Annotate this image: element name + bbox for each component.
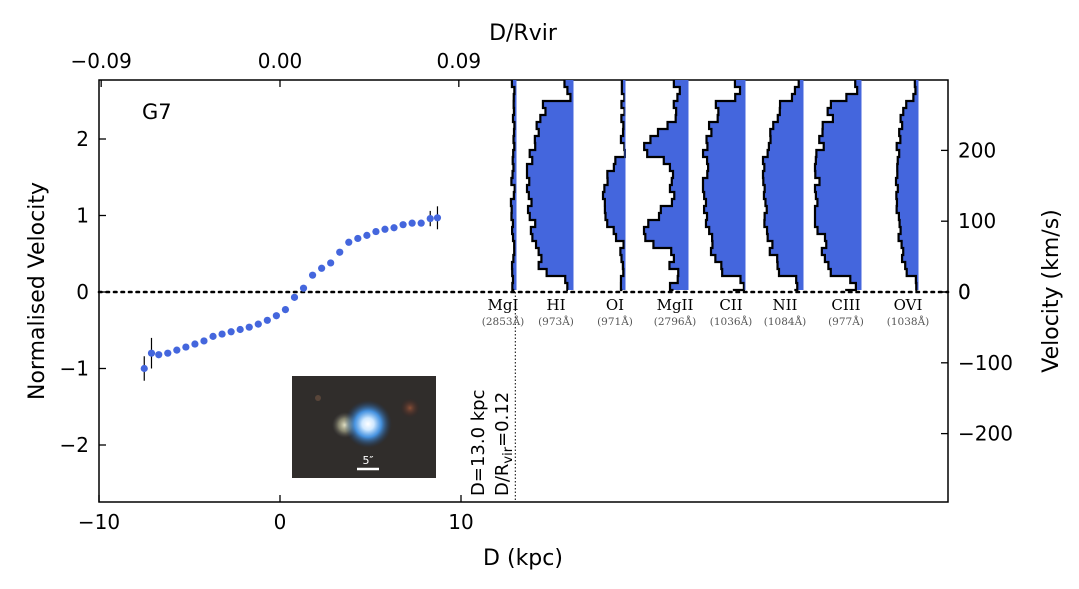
data-point <box>345 238 353 246</box>
top-x-axis-label: D/Rvir <box>489 21 558 46</box>
ion-label: NII <box>773 296 798 314</box>
right-y-tick-label: −100 <box>958 351 1013 375</box>
absorption-profile-outline <box>761 80 800 292</box>
y-tick-label: 1 <box>76 204 89 228</box>
data-point <box>308 271 317 279</box>
absorption-profile-outline <box>525 80 572 292</box>
data-point <box>336 248 344 256</box>
absorption-profile-fill <box>703 80 745 290</box>
absorption-profile-outline <box>813 80 859 292</box>
ion-wavelength-label: (971Å) <box>597 314 633 328</box>
data-point <box>299 284 308 292</box>
data-point <box>408 219 416 227</box>
data-point <box>363 231 371 239</box>
data-point <box>191 340 199 348</box>
data-point <box>140 364 148 373</box>
ion-label: CIII <box>831 296 860 314</box>
data-point <box>272 312 280 320</box>
x-tick-label: 10 <box>448 510 473 534</box>
right-y-tick-label: 200 <box>958 138 996 162</box>
absorption-profile-outline <box>509 80 516 292</box>
data-point <box>327 259 335 267</box>
data-point <box>263 316 271 324</box>
data-point <box>218 330 226 338</box>
data-points <box>140 206 442 381</box>
ion-labels: MgI(2853Å) HI(973Å) OI(971Å) MgII(2796Å) CII… <box>482 296 930 328</box>
data-point <box>182 343 190 351</box>
distance-rvir-label: D/Rvir=0.12 <box>492 392 516 496</box>
top-x-tick-label: −0.09 <box>71 49 132 73</box>
data-point <box>173 346 181 354</box>
ion-wavelength-label: (1084Å) <box>764 314 807 328</box>
absorption-profile-outline <box>701 80 746 292</box>
data-point <box>200 337 208 345</box>
right-y-tick-label: 0 <box>958 280 971 304</box>
absorption-profile-fill <box>763 80 803 290</box>
galaxy-inset-image: 5″ <box>292 376 436 478</box>
ion-label: HI <box>546 296 565 314</box>
ion-wavelength-label: (2796Å) <box>654 314 697 328</box>
absorption-profile-fill <box>896 80 918 290</box>
right-y-tick-label: 100 <box>958 209 996 233</box>
data-point <box>426 214 434 223</box>
data-point <box>390 224 398 232</box>
top-x-tick-label: 0.00 <box>258 49 303 73</box>
absorption-profile-fill <box>815 80 861 290</box>
ion-wavelength-label: (977Å) <box>828 314 864 328</box>
ion-wavelength-label: (973Å) <box>538 314 574 328</box>
right-y-tick-label: −200 <box>958 422 1013 446</box>
ion-label: MgI <box>488 296 519 314</box>
data-point <box>281 305 290 314</box>
y-tick-label: 0 <box>76 280 89 304</box>
y-axis-label: Normalised Velocity <box>25 182 50 400</box>
absorption-profile-outline <box>601 80 627 292</box>
y-tick-label: 2 <box>76 127 89 151</box>
top-x-tick-label: 0.09 <box>437 49 482 73</box>
panel-label: G7 <box>142 100 172 124</box>
absorption-profile-fill <box>603 80 625 290</box>
absorption-profile-fill <box>644 80 688 290</box>
distance-kpc-label: D=13.0 kpc <box>468 390 489 497</box>
data-point <box>227 328 235 336</box>
x-axis-label: D (kpc) <box>483 546 563 571</box>
ion-wavelength-label: (1036Å) <box>710 314 753 328</box>
absorption-profiles <box>509 80 919 292</box>
data-point <box>236 325 244 334</box>
data-point <box>417 219 425 227</box>
data-point <box>354 234 362 243</box>
y-tick-label: −1 <box>60 357 89 381</box>
absorption-profile-outline <box>894 80 918 292</box>
data-point <box>209 332 217 340</box>
distance-annotation: D=13.0 kpc D/Rvir=0.12 <box>468 292 516 502</box>
ion-label: CII <box>719 296 742 314</box>
data-point <box>399 221 407 229</box>
axis-ticks: −10 0 10−0.09 0.00 0.09−2−1012−200−100010020… <box>60 49 1013 534</box>
ion-wavelength-label: (1038Å) <box>887 314 930 328</box>
ion-wavelength-label: (2853Å) <box>482 314 525 328</box>
data-point <box>254 320 262 328</box>
data-point <box>147 349 156 357</box>
right-y-tick-label: 0 <box>958 280 971 304</box>
ion-label: OI <box>606 296 624 314</box>
data-point <box>381 225 389 233</box>
ion-label: MgII <box>657 296 694 314</box>
data-point <box>433 214 442 222</box>
data-point <box>155 351 163 359</box>
x-tick-label: 0 <box>274 510 287 534</box>
data-point <box>318 264 326 272</box>
data-point <box>245 323 253 331</box>
y-tick-label: −2 <box>60 433 89 457</box>
absorption-profile-outline <box>642 80 681 292</box>
scale-bar-label: 5″ <box>362 454 373 467</box>
data-point <box>164 349 172 357</box>
data-point <box>290 293 299 301</box>
ion-label: OVI <box>894 296 923 314</box>
x-tick-label: −10 <box>78 510 120 534</box>
data-point <box>372 227 380 236</box>
absorption-profile-fill <box>527 80 573 290</box>
right-y-axis-label: Velocity (km/s) <box>1039 209 1064 373</box>
